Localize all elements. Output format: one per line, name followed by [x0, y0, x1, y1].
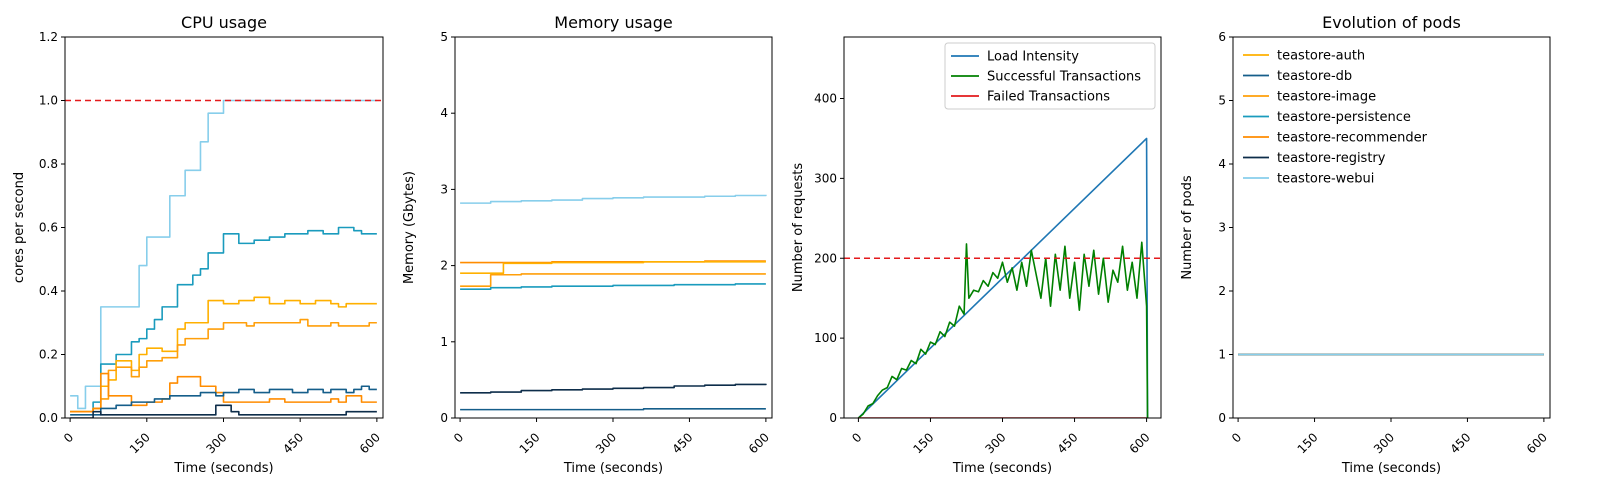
x-tick-label: 0: [849, 430, 864, 445]
x-axis-label: Time (seconds): [1341, 461, 1441, 476]
y-tick-label: 1.2: [39, 30, 58, 44]
y-tick-label: 5: [440, 30, 448, 44]
y-tick-label: 200: [814, 251, 837, 265]
x-tick-label: 0: [1229, 430, 1244, 445]
axes-frame: [64, 36, 384, 419]
x-tick-label: 0: [451, 430, 466, 445]
y-tick-label: 0.2: [39, 348, 58, 362]
legend-label: teastore-db: [1277, 69, 1352, 84]
y-axis-label: Number of pods: [1180, 175, 1195, 279]
chart-panel-1: 0 150 300 450 600 0.0 0.2 0.4 0.6 0.8 1.0 1.2 CPU us…: [12, 13, 384, 476]
legend-label: Load Intensity: [987, 50, 1079, 65]
y-tick-label: 0.0: [39, 411, 58, 425]
series-line-teastore-registry: [460, 383, 767, 394]
legend-label: Failed Transactions: [987, 90, 1110, 105]
series-line-teastore-registry: [70, 404, 377, 418]
y-tick-label: 2: [1218, 284, 1226, 298]
x-axis-label: Time (seconds): [563, 461, 663, 476]
x-axis-label: Time (seconds): [173, 461, 273, 476]
y-tick-label: 300: [814, 171, 837, 185]
x-tick-label: 450: [1447, 430, 1473, 456]
y-tick-label: 400: [814, 92, 837, 106]
y-tick-label: 2: [440, 259, 448, 273]
x-tick-label: 150: [1295, 430, 1321, 456]
plot-area: [70, 99, 377, 418]
y-tick-label: 0.8: [39, 157, 58, 171]
x-tick-label: 600: [1524, 430, 1550, 456]
series-line-teastore-db: [70, 385, 377, 416]
y-tick-label: 100: [814, 331, 837, 345]
series-line-teastore-image: [70, 318, 377, 413]
x-tick-label: 0: [61, 430, 76, 445]
x-tick-label: 150: [127, 430, 153, 456]
legend-label: teastore-recommender: [1277, 131, 1428, 146]
x-tick-label: 300: [204, 430, 230, 456]
x-tick-label: 450: [669, 430, 695, 456]
y-tick-label: 6: [1218, 30, 1226, 44]
x-tick-label: 600: [357, 430, 383, 456]
y-axis-label: Number of requests: [791, 163, 806, 292]
chart-title: CPU usage: [181, 13, 267, 32]
x-tick-label: 450: [280, 430, 306, 456]
axes-frame: [454, 36, 773, 419]
legend-label: teastore-persistence: [1277, 110, 1411, 125]
legend-label: teastore-auth: [1277, 49, 1365, 64]
y-tick-label: 1: [1218, 348, 1226, 362]
y-tick-label: 4: [440, 106, 448, 120]
series-line-teastore-db: [460, 408, 766, 411]
x-tick-label: 600: [1127, 430, 1153, 456]
series-line-teastore-persistence: [70, 226, 377, 413]
series-line-load-intensity: [857, 137, 1149, 418]
chart-title: Evolution of pods: [1322, 13, 1461, 32]
x-tick-label: 300: [1371, 430, 1397, 456]
y-tick-label: 4: [1218, 157, 1226, 171]
y-tick-label: 3: [440, 182, 448, 196]
y-tick-label: 0.4: [39, 284, 58, 298]
plot-area: [857, 137, 1149, 418]
legend-label: teastore-image: [1277, 90, 1376, 105]
series-line-teastore-auth: [70, 296, 377, 413]
legend-label: teastore-registry: [1277, 151, 1386, 166]
series-line-teastore-image: [460, 273, 766, 287]
x-tick-label: 150: [517, 430, 543, 456]
series-line-teastore-auth: [460, 260, 766, 275]
x-tick-label: 450: [1055, 430, 1081, 456]
y-tick-label: 3: [1218, 221, 1226, 235]
x-axis-label: Time (seconds): [952, 461, 1052, 476]
y-tick-label: 5: [1218, 94, 1226, 108]
legend-label: Successful Transactions: [987, 70, 1141, 85]
x-tick-label: 600: [746, 430, 772, 456]
x-tick-label: 300: [983, 430, 1009, 456]
y-axis-label: cores per second: [12, 172, 27, 283]
series-line-teastore-persistence: [460, 283, 766, 291]
chart-panel-2: 0 150 300 450 600 0 1 2 3 4 5 Memory usage Time (sec…: [402, 13, 773, 476]
y-tick-label: 0: [1218, 411, 1226, 425]
y-tick-label: 1.0: [39, 94, 58, 108]
y-tick-label: 0: [440, 411, 448, 425]
x-tick-label: 300: [593, 430, 619, 456]
legend-label: teastore-webui: [1277, 172, 1374, 187]
series-line-teastore-webui: [70, 99, 377, 410]
legend-box: [944, 42, 1156, 110]
plot-area: [460, 194, 767, 411]
y-axis-label: Memory (Gbytes): [402, 171, 417, 284]
y-tick-label: 0.6: [39, 221, 58, 235]
chart-title: Memory usage: [554, 13, 672, 32]
series-line-teastore-webui: [460, 194, 767, 204]
y-tick-label: 1: [440, 335, 448, 349]
x-tick-label: 150: [910, 430, 936, 456]
y-tick-label: 0: [829, 411, 837, 425]
chart-panel-4: 0 150 300 450 600 0 1 2 3 4 5 6 Evolution of pods Tim…: [1180, 13, 1551, 476]
series-line-successful-transactions: [857, 241, 1149, 418]
chart-panel-3: 0 150 300 450 600 0 100 200 300 400 Time (seconds)…: [791, 36, 1162, 476]
series-line-teastore-recommender: [70, 372, 377, 413]
